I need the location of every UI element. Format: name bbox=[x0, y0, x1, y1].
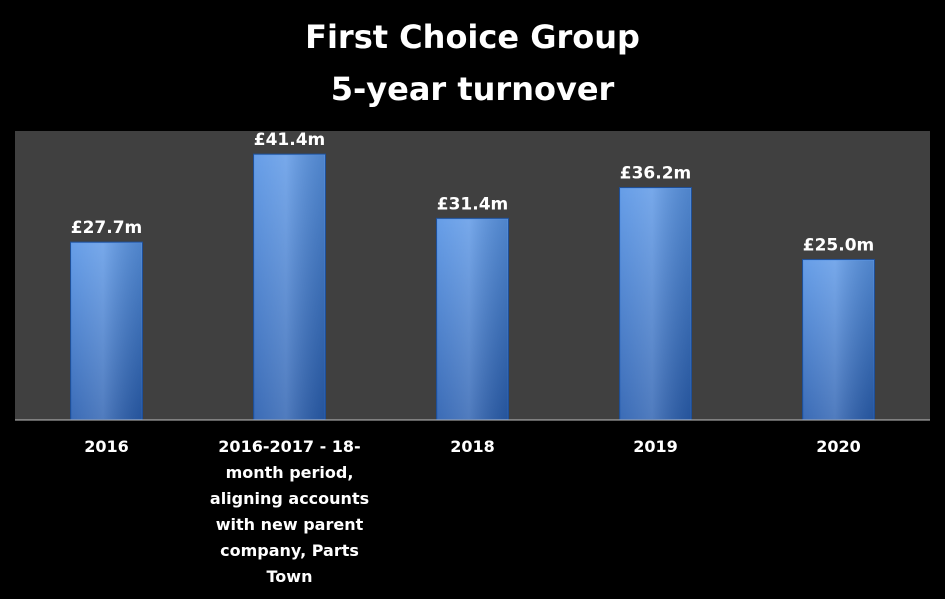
bar-4-shading bbox=[620, 188, 691, 419]
bar-2-shading bbox=[254, 155, 325, 419]
data-label-1: £27.7m bbox=[71, 218, 143, 238]
bar-1 bbox=[70, 241, 143, 421]
x-tick-label-3: 2018 bbox=[450, 437, 495, 456]
bar-5 bbox=[802, 258, 875, 421]
chart-title-line-2: 5-year turnover bbox=[330, 70, 615, 108]
bar-2 bbox=[253, 153, 326, 421]
data-label-3: £31.4m bbox=[437, 194, 509, 214]
bar-4 bbox=[619, 187, 692, 421]
data-label-2: £41.4m bbox=[254, 130, 326, 150]
chart-title-line-1: First Choice Group bbox=[305, 18, 640, 56]
x-tick-label-2: 2016-2017 - 18-month period, aligning acc… bbox=[210, 437, 369, 586]
x-tick-label-4: 2019 bbox=[633, 437, 678, 456]
plot-background bbox=[15, 131, 930, 420]
bar-5-shading bbox=[803, 260, 874, 419]
x-tick-label-1: 2016 bbox=[84, 437, 129, 456]
data-label-4: £36.2m bbox=[620, 164, 692, 184]
bar-3-shading bbox=[437, 219, 508, 419]
bar-3 bbox=[436, 217, 509, 421]
x-tick-label-5: 2020 bbox=[816, 437, 861, 456]
bar-1-shading bbox=[71, 243, 142, 419]
data-label-5: £25.0m bbox=[803, 235, 875, 255]
